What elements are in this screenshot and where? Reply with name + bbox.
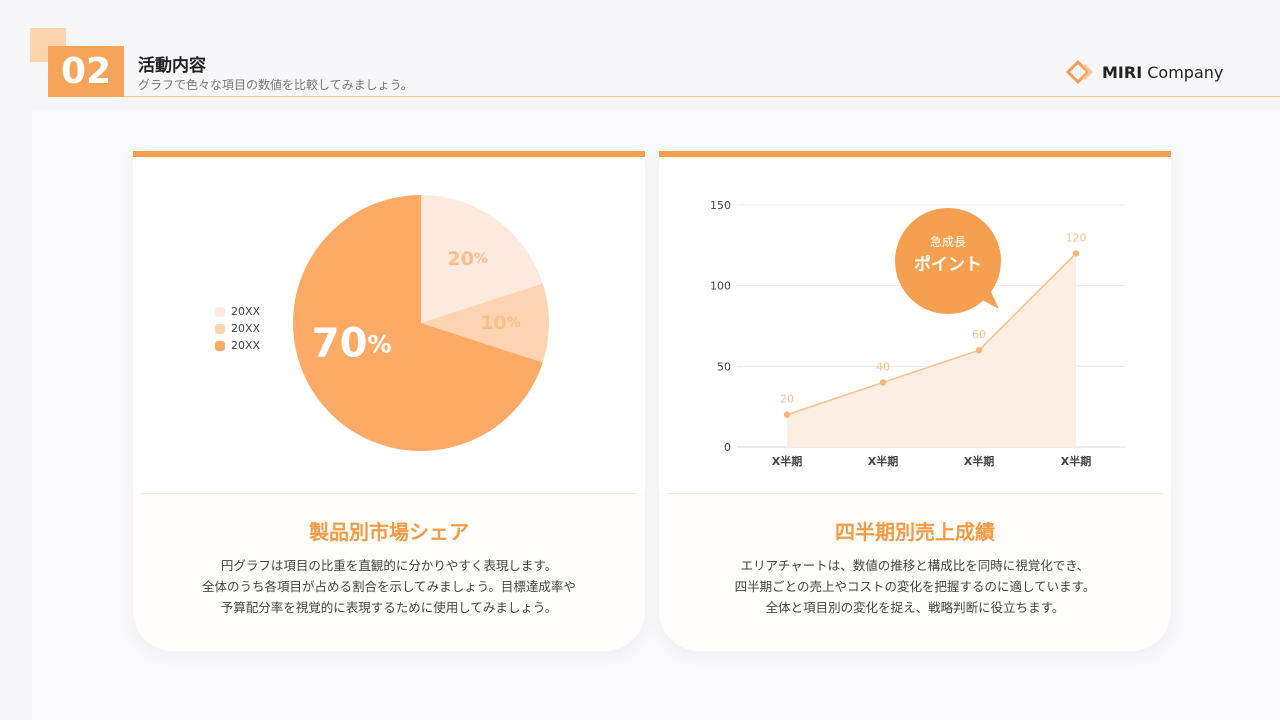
pie-slice bbox=[293, 195, 543, 451]
market-share-card: 20XX 20XX 20XX 20% 10% 70% 製品別市場シェア 円グラフは項目の… bbox=[133, 151, 645, 651]
x-tick-label: X半期 bbox=[1061, 454, 1091, 468]
description-line: 全体のうち各項目が占める割合を示してみましょう。目標達成率や bbox=[202, 579, 576, 594]
description-line: 円グラフは項目の比重を直観的に分かりやすく表現します。 bbox=[220, 558, 558, 573]
area-fill bbox=[787, 253, 1076, 447]
pie-slice bbox=[421, 195, 543, 323]
callout-tail bbox=[977, 283, 999, 309]
data-point bbox=[783, 411, 791, 418]
legend-swatch bbox=[215, 306, 225, 317]
legend-swatch bbox=[215, 340, 225, 351]
logo-text: MIRI Company bbox=[1102, 63, 1223, 82]
legend-label: 20XX bbox=[231, 305, 261, 318]
description-line: エリアチャートは、数値の推移と構成比を同時に視覚化でき、 bbox=[740, 558, 1090, 573]
card-divider bbox=[141, 493, 637, 494]
legend-item: 20XX bbox=[215, 337, 260, 354]
card-lower-panel bbox=[659, 493, 1171, 651]
card-lower-panel bbox=[133, 493, 645, 651]
x-tick-label: X半期 bbox=[868, 454, 898, 468]
x-tick-label: X半期 bbox=[964, 454, 994, 468]
page-subtitle: グラフで色々な項目の数値を比較してみましょう。 bbox=[138, 78, 413, 92]
data-label: 40 bbox=[876, 360, 890, 373]
series-line bbox=[786, 252, 1077, 416]
pie-slice-label: 70% bbox=[312, 321, 392, 367]
data-label: 60 bbox=[972, 328, 986, 341]
logo-text-bold: MIRI bbox=[1102, 62, 1143, 82]
header-divider bbox=[124, 96, 1280, 97]
card-title: 四半期別売上成績 bbox=[835, 520, 995, 544]
description-line: 全体と項目別の変化を捉え、戦略判断に役立ちます。 bbox=[765, 600, 1065, 615]
x-tick-label: X半期 bbox=[772, 454, 802, 468]
pie-slice-label: 20% bbox=[447, 247, 487, 269]
legend-item: 20XX bbox=[215, 320, 260, 337]
data-label: 20 bbox=[780, 393, 794, 406]
data-point bbox=[975, 347, 983, 354]
card-description: 円グラフは項目の比重を直観的に分かりやすく表現します。 全体のうち各項目が占める… bbox=[133, 555, 645, 618]
card-accent-bar bbox=[659, 151, 1171, 157]
pie-legend: 20XX 20XX 20XX bbox=[215, 303, 260, 354]
company-logo: MIRI Company bbox=[1066, 60, 1223, 84]
card-description: エリアチャートは、数値の推移と構成比を同時に視覚化でき、 四半期ごとの売上やコス… bbox=[659, 555, 1171, 618]
legend-label: 20XX bbox=[231, 322, 261, 335]
callout-line: ポイント bbox=[914, 254, 982, 275]
pie-slice-label: 10% bbox=[480, 312, 520, 334]
quarterly-sales-card: 0 50 100 150 20 X半期 40 X半期 60 X半期 120 X半期 急成長ポイント 四半… bbox=[659, 151, 1171, 651]
card-divider bbox=[667, 493, 1163, 494]
callout-line: 急成長 bbox=[930, 234, 966, 249]
legend-swatch bbox=[215, 323, 225, 334]
card-accent-bar bbox=[133, 151, 645, 157]
y-tick-label: 0 bbox=[724, 441, 731, 454]
legend-item: 20XX bbox=[215, 303, 260, 320]
y-tick-label: 100 bbox=[710, 280, 731, 293]
data-point bbox=[879, 379, 887, 386]
card-title: 製品別市場シェア bbox=[309, 520, 469, 544]
logo-text-rest: Company bbox=[1142, 62, 1224, 82]
pie-slice bbox=[421, 283, 549, 363]
callout-circle bbox=[895, 208, 1001, 314]
description-line: 四半期ごとの売上やコストの変化を把握するのに適しています。 bbox=[734, 579, 1096, 594]
diamond-logo-icon bbox=[1066, 60, 1094, 84]
y-tick-label: 150 bbox=[710, 199, 731, 212]
data-point bbox=[1072, 250, 1080, 257]
page-title: 活動内容 bbox=[138, 56, 206, 76]
description-line: 予算配分率を視覚的に表現するために使用してみましょう。 bbox=[220, 600, 558, 615]
section-number: 02 bbox=[48, 46, 124, 97]
data-label: 120 bbox=[1066, 231, 1087, 244]
pie-chart: 20% 10% 70% bbox=[293, 195, 549, 451]
legend-label: 20XX bbox=[231, 339, 261, 352]
y-tick-label: 50 bbox=[717, 360, 731, 373]
